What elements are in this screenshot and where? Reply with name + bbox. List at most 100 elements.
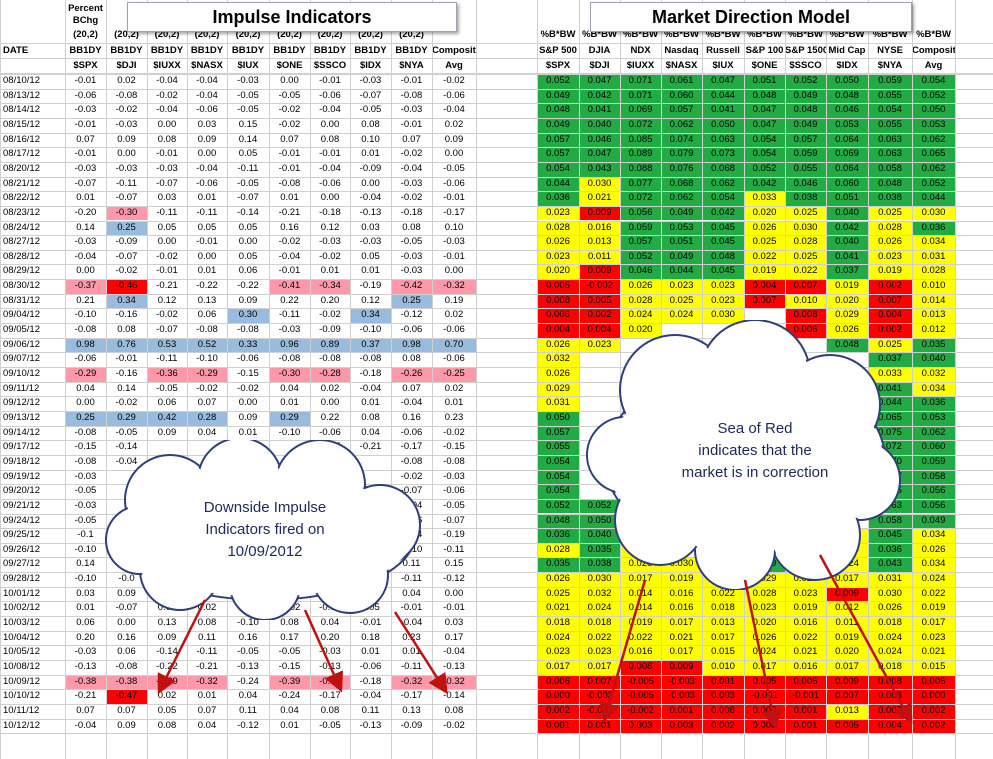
row-date: 08/22/12 <box>3 192 40 204</box>
row-date: 08/31/12 <box>3 294 40 306</box>
mdm-cell: 0.048 <box>868 176 912 192</box>
column-subheader: $IUXX <box>626 60 655 71</box>
gridline <box>0 455 993 456</box>
impulse-cell: -0.04 <box>400 162 423 174</box>
mdm-cell: 0.009 <box>826 586 868 602</box>
mdm-cell: 0.053 <box>826 117 868 133</box>
mdm-cell: 0.044 <box>537 176 579 192</box>
impulse-cell: 0.07 <box>197 704 217 716</box>
impulse-cell: -0.05 <box>237 177 259 189</box>
impulse-cell: -0.06 <box>74 89 97 101</box>
impulse-cell: -0.04 <box>359 382 382 394</box>
mdm-cell: 0.025 <box>744 235 785 250</box>
impulse-cell: 0.03 <box>444 617 464 629</box>
impulse-cell: -0.04 <box>319 104 341 116</box>
impulse-cell: -0.01 <box>400 602 423 614</box>
impulse-cell: 0.14 <box>76 558 95 570</box>
mdm-cell: 0.052 <box>912 176 955 192</box>
mdm-cell: 0.033 <box>868 367 912 382</box>
mdm-cell: 0.026 <box>537 235 579 250</box>
mdm-cell: 0.028 <box>537 542 579 558</box>
mdm-cell: 0.062 <box>912 425 955 441</box>
column-header: BB1DY <box>190 45 224 56</box>
impulse-cell: -0.13 <box>359 719 382 731</box>
header-pctbbw: %B*BW <box>623 29 658 40</box>
impulse-cell: -0.11 <box>196 206 218 218</box>
impulse-cell: -0.11 <box>443 543 465 555</box>
impulse-cell: -0.07 <box>156 324 178 336</box>
impulse-cell: -0.05 <box>400 236 423 248</box>
mdm-cell: 0.053 <box>912 117 955 133</box>
impulse-cell: -0.02 <box>443 75 465 86</box>
mdm-cell: 0.002 <box>579 308 620 324</box>
impulse-cell: 0.00 <box>444 587 464 599</box>
mdm-cell: 0.048 <box>785 103 826 118</box>
impulse-cell: -0.16 <box>115 368 138 379</box>
mdm-cell: 0.032 <box>912 367 955 382</box>
mdm-cell: 0.049 <box>912 513 955 529</box>
mdm-cell: 0.032 <box>579 586 620 602</box>
row-date: 10/02/12 <box>3 602 40 614</box>
impulse-cell: 0.14 <box>76 221 95 233</box>
impulse-cell: 0.05 <box>238 221 258 233</box>
mdm-cell: 0.045 <box>868 528 912 543</box>
impulse-cell: -0.05 <box>115 426 138 438</box>
mdm-cell: 0.023 <box>785 586 826 602</box>
mdm-cell: 0.009 <box>826 674 868 690</box>
impulse-cell: -0.02 <box>115 265 138 277</box>
mdm-cell: 0.040 <box>826 205 868 221</box>
mdm-cell: 0.005 <box>826 718 868 734</box>
impulse-cell: 0.09 <box>117 719 136 731</box>
impulse-cell: -0.39 <box>269 674 310 690</box>
mdm-cell: 0.079 <box>661 147 702 162</box>
row-date: 08/27/12 <box>3 236 40 248</box>
mdm-cell: 0.052 <box>537 74 579 89</box>
mdm-cell: 0.001 <box>702 674 744 690</box>
annotation-line: Downside Impulse <box>203 499 327 516</box>
mdm-cell: 0.010 <box>912 279 955 294</box>
impulse-cell: 0.13 <box>157 617 177 629</box>
mdm-cell: 0.060 <box>661 88 702 104</box>
impulse-cell: 0.17 <box>280 631 299 643</box>
column-subheader: $NASX <box>665 60 698 71</box>
impulse-cell: 0.34 <box>350 308 391 324</box>
gridline <box>0 264 993 265</box>
impulse-cell: -0.02 <box>443 426 465 438</box>
mdm-cell: 0.044 <box>912 191 955 206</box>
gridline <box>0 631 993 632</box>
header-period: (20,2) <box>235 29 261 40</box>
column-header: BB1DY <box>354 45 387 56</box>
impulse-cell: 0.07 <box>76 704 95 716</box>
mdm-cell: 0.036 <box>537 528 579 543</box>
mdm-cell: 0.030 <box>579 572 620 587</box>
impulse-cell: -0.06 <box>319 177 341 189</box>
impulse-cell: -0.01 <box>156 265 178 277</box>
impulse-cell: -0.06 <box>319 426 341 438</box>
impulse-cell: -0.01 <box>278 162 301 174</box>
mdm-cell: 0.055 <box>868 117 912 133</box>
gridline <box>537 0 538 759</box>
gridline <box>0 645 993 646</box>
impulse-cell: 0.70 <box>432 337 476 353</box>
impulse-cell: -0.10 <box>74 543 97 555</box>
mdm-cell: 0.019 <box>912 601 955 617</box>
mdm-cell: 0.058 <box>868 161 912 177</box>
header-pctbbw: %B*BW <box>705 29 741 40</box>
column-header: Composite <box>912 45 955 56</box>
mdm-cell: 0.050 <box>702 117 744 133</box>
impulse-cell: 0.01 <box>197 265 217 277</box>
mdm-cell: 0.041 <box>826 249 868 265</box>
row-date: 08/14/12 <box>3 104 40 116</box>
impulse-cell: 0.76 <box>106 337 147 353</box>
impulse-cell: 0.08 <box>117 324 136 336</box>
impulse-cell: -0.03 <box>319 236 341 248</box>
impulse-cell: 0.00 <box>238 397 258 409</box>
impulse-cell: -0.07 <box>115 602 138 614</box>
mdm-cell: 0.017 <box>537 660 579 675</box>
mdm-cell: 0.069 <box>620 103 661 118</box>
impulse-cell: 0.04 <box>361 426 380 438</box>
mdm-cell: 0.059 <box>912 454 955 470</box>
impulse-cell: -0.06 <box>443 324 465 336</box>
impulse-cell: -0.04 <box>443 646 465 658</box>
row-date: 09/28/12 <box>3 573 40 585</box>
